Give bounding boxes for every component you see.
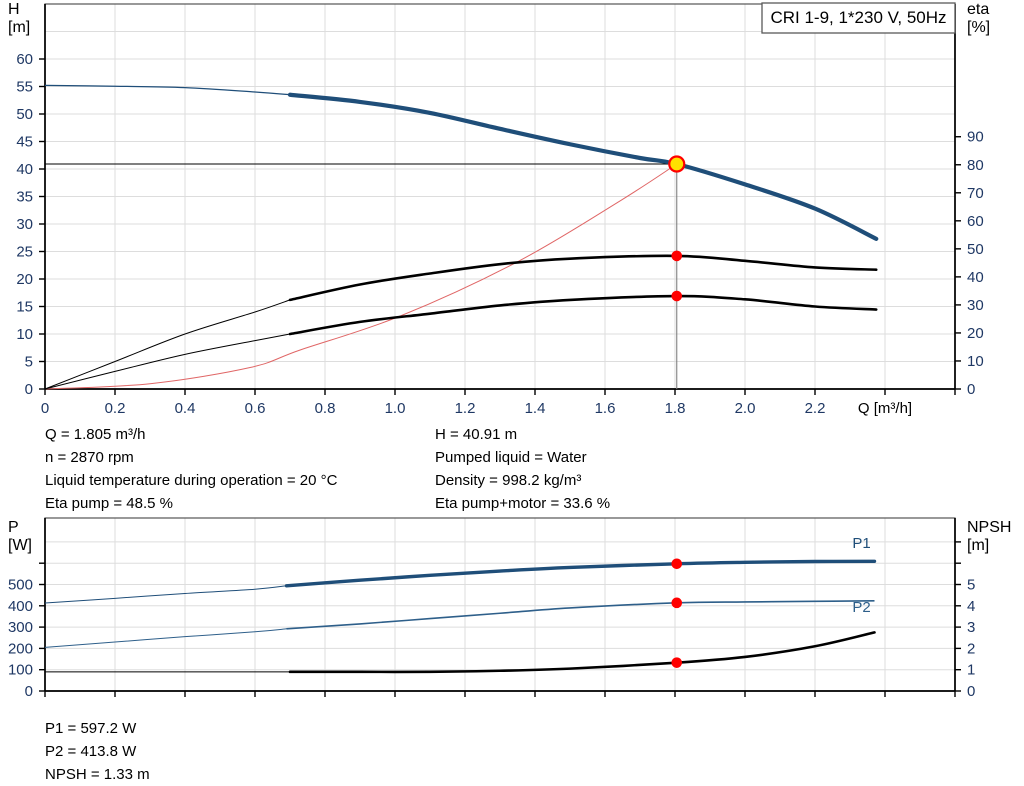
svg-text:30: 30	[16, 216, 33, 233]
svg-text:2: 2	[967, 640, 975, 657]
svg-text:P: P	[8, 519, 19, 536]
svg-text:NPSH: NPSH	[967, 519, 1011, 536]
svg-text:2.2: 2.2	[805, 400, 826, 417]
svg-text:4: 4	[967, 598, 975, 615]
svg-text:60: 60	[967, 213, 984, 230]
svg-text:1: 1	[967, 662, 975, 679]
svg-text:1.0: 1.0	[385, 400, 406, 417]
svg-text:1.4: 1.4	[525, 400, 546, 417]
svg-text:H: H	[8, 1, 20, 18]
svg-text:70: 70	[967, 185, 984, 202]
svg-text:500: 500	[8, 577, 33, 594]
svg-text:[W]: [W]	[8, 537, 32, 554]
svg-text:0: 0	[41, 400, 49, 417]
svg-text:200: 200	[8, 640, 33, 657]
svg-text:P2: P2	[852, 599, 870, 616]
svg-text:400: 400	[8, 598, 33, 615]
svg-text:90: 90	[967, 129, 984, 146]
svg-text:55: 55	[16, 79, 33, 96]
svg-text:0: 0	[25, 683, 33, 700]
svg-text:3: 3	[967, 619, 975, 636]
svg-text:0: 0	[25, 381, 33, 398]
svg-text:[m]: [m]	[967, 537, 989, 554]
svg-text:45: 45	[16, 134, 33, 151]
svg-text:300: 300	[8, 619, 33, 636]
svg-text:1.8: 1.8	[665, 400, 686, 417]
svg-text:1.2: 1.2	[455, 400, 476, 417]
svg-text:20: 20	[967, 325, 984, 342]
svg-text:15: 15	[16, 299, 33, 316]
svg-text:0.6: 0.6	[245, 400, 266, 417]
svg-text:30: 30	[967, 297, 984, 314]
svg-text:eta: eta	[967, 1, 989, 18]
svg-text:10: 10	[967, 353, 984, 370]
svg-text:1.6: 1.6	[595, 400, 616, 417]
svg-text:80: 80	[967, 157, 984, 174]
svg-text:50: 50	[967, 241, 984, 258]
svg-text:20: 20	[16, 271, 33, 288]
svg-text:100: 100	[8, 662, 33, 679]
svg-text:[%]: [%]	[967, 19, 990, 36]
svg-text:60: 60	[16, 51, 33, 68]
svg-text:0.8: 0.8	[315, 400, 336, 417]
svg-text:2.0: 2.0	[735, 400, 756, 417]
svg-text:10: 10	[16, 326, 33, 343]
svg-text:25: 25	[16, 244, 33, 261]
svg-text:5: 5	[967, 577, 975, 594]
svg-text:40: 40	[16, 161, 33, 178]
svg-text:50: 50	[16, 106, 33, 123]
svg-text:35: 35	[16, 189, 33, 206]
svg-text:[m]: [m]	[8, 19, 30, 36]
svg-text:CRI 1-9, 1*230 V, 50Hz: CRI 1-9, 1*230 V, 50Hz	[770, 8, 946, 27]
svg-text:P1: P1	[852, 535, 870, 552]
svg-text:5: 5	[25, 354, 33, 371]
svg-text:40: 40	[967, 269, 984, 286]
svg-text:0.4: 0.4	[175, 400, 196, 417]
svg-text:0.2: 0.2	[105, 400, 126, 417]
svg-text:0: 0	[967, 381, 975, 398]
svg-text:0: 0	[967, 683, 975, 700]
svg-text:Q [m³/h]: Q [m³/h]	[858, 400, 912, 417]
